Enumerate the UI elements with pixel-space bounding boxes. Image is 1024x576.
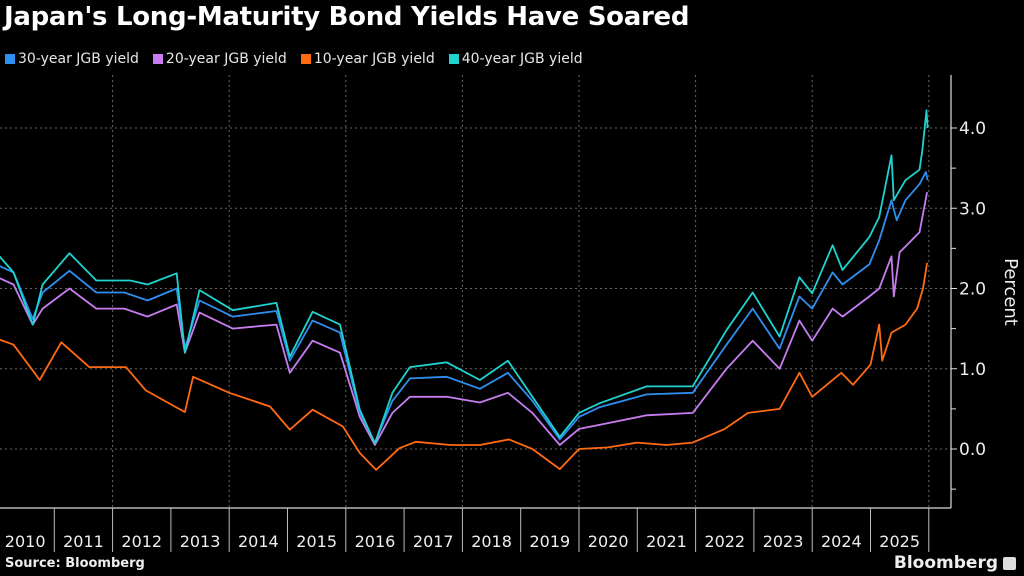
source-note: Source: Bloomberg [5, 556, 145, 571]
x-tick-label: 2022 [704, 532, 745, 551]
legend-item-40y: 40-year JGB yield [448, 51, 583, 67]
y-tick-label: 0.0 [959, 440, 986, 460]
legend: 30-year JGB yield 20-year JGB yield 10-y… [5, 51, 583, 67]
legend-swatch [152, 54, 163, 64]
y-axis-label: Percent [1000, 258, 1021, 326]
x-tick-label: 2011 [63, 532, 104, 551]
bloomberg-logo-icon [1003, 556, 1016, 570]
x-tick-label: 2023 [763, 532, 804, 551]
legend-label: 10-year JGB yield [313, 51, 435, 67]
legend-label: 20-year JGB yield [165, 51, 287, 67]
y-tick-label: 4.0 [959, 119, 986, 139]
x-tick-label: 2025 [879, 532, 920, 551]
series-line-20-year [0, 192, 928, 446]
x-tick-label: 2010 [5, 532, 46, 551]
x-tick-label: 2019 [529, 532, 570, 551]
x-tick-label: 2017 [413, 532, 454, 551]
x-tick-label: 2014 [238, 532, 279, 551]
legend-swatch [448, 54, 459, 64]
legend-item-30y: 30-year JGB yield [5, 51, 139, 67]
legend-swatch [5, 54, 15, 64]
legend-label: 40-year JGB yield [461, 51, 583, 67]
series-line-40-year [0, 109, 929, 445]
legend-swatch [300, 54, 311, 64]
x-tick-label: 2024 [821, 532, 862, 551]
x-tick-label: 2021 [646, 532, 687, 551]
x-tick-label: 2015 [296, 532, 337, 551]
series-line-30-year [0, 171, 929, 444]
y-tick-label: 2.0 [959, 280, 986, 300]
legend-label: 30-year JGB yield [18, 51, 139, 67]
x-tick-label: 2016 [355, 532, 396, 551]
legend-item-10y: 10-year JGB yield [300, 51, 435, 67]
chart-title: Japan's Long-Maturity Bond Yields Have S… [4, 2, 690, 32]
brand-logo: Bloomberg [894, 553, 1016, 573]
brand-name: Bloomberg [893, 553, 998, 573]
series-line-10-year [0, 262, 928, 471]
x-tick-label: 2012 [121, 532, 162, 551]
x-tick-label: 2013 [180, 532, 221, 551]
x-tick-label: 2018 [471, 532, 512, 551]
legend-item-20y: 20-year JGB yield [152, 51, 287, 67]
y-tick-label: 3.0 [959, 199, 986, 219]
y-tick-label: 1.0 [959, 360, 986, 380]
x-tick-label: 2020 [588, 532, 629, 551]
